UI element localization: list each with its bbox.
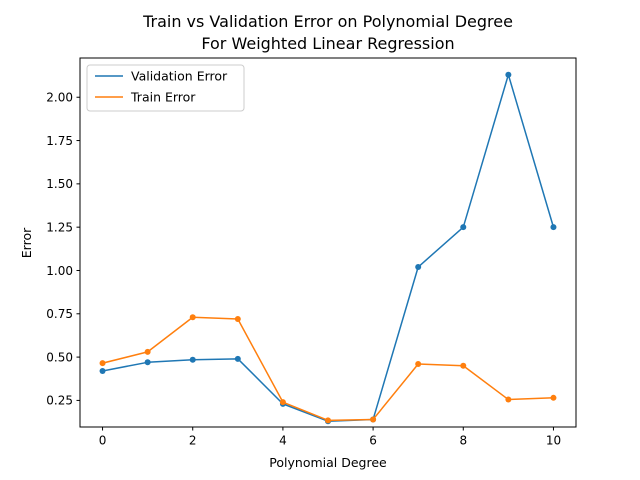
data-point-validation-error — [415, 264, 422, 271]
legend-frame — [86, 64, 245, 112]
y-tick-label: 1.75 — [46, 134, 73, 148]
x-tick-label: 6 — [369, 434, 377, 448]
chart-title-line-1: Train vs Validation Error on Polynomial … — [142, 12, 513, 31]
y-tick-label: 2.00 — [46, 91, 73, 105]
y-axis-label: Error — [19, 227, 34, 258]
data-point-train-error — [144, 348, 151, 355]
x-tick-label: 8 — [459, 434, 467, 448]
data-point-train-error — [415, 361, 422, 368]
legend-label-train-error: Train Error — [130, 90, 196, 105]
x-tick-label: 10 — [546, 434, 561, 448]
plot-lines — [99, 71, 557, 425]
y-tick-label: 0.75 — [46, 307, 73, 321]
chart-title-line-2: For Weighted Linear Regression — [201, 34, 454, 53]
x-axis-ticks: 0 2 4 6 8 10 — [99, 427, 561, 448]
y-tick-label: 1.25 — [46, 220, 73, 234]
x-tick-label: 4 — [279, 434, 287, 448]
data-point-train-error — [279, 399, 286, 406]
data-point-validation-error — [189, 356, 196, 363]
data-point-train-error — [505, 396, 512, 403]
y-tick-label: 1.00 — [46, 264, 73, 278]
data-point-validation-error — [234, 355, 241, 362]
legend-label-validation-error: Validation Error — [131, 69, 228, 84]
data-point-train-error — [189, 314, 196, 321]
legend: Validation Error Train Error — [86, 64, 245, 112]
data-point-validation-error — [99, 367, 106, 374]
data-point-validation-error — [550, 224, 557, 231]
y-tick-label: 1.50 — [46, 177, 73, 191]
y-tick-label: 0.50 — [46, 350, 73, 364]
data-point-train-error — [234, 315, 241, 322]
x-tick-label: 2 — [189, 434, 197, 448]
data-point-train-error — [550, 394, 557, 401]
data-point-validation-error — [505, 71, 512, 78]
x-axis-label: Polynomial Degree — [269, 455, 387, 470]
data-point-validation-error — [460, 224, 467, 231]
data-point-train-error — [325, 417, 331, 424]
y-axis-ticks: 0.25 0.50 0.75 1.00 1.25 1.50 1.75 2.00 — [46, 91, 80, 408]
data-point-train-error — [460, 362, 467, 369]
data-point-train-error — [370, 416, 377, 423]
y-tick-label: 0.25 — [46, 394, 73, 408]
data-point-train-error — [99, 360, 106, 367]
plot-area-frame — [79, 57, 577, 428]
data-point-validation-error — [144, 359, 151, 366]
x-tick-label: 0 — [99, 434, 107, 448]
